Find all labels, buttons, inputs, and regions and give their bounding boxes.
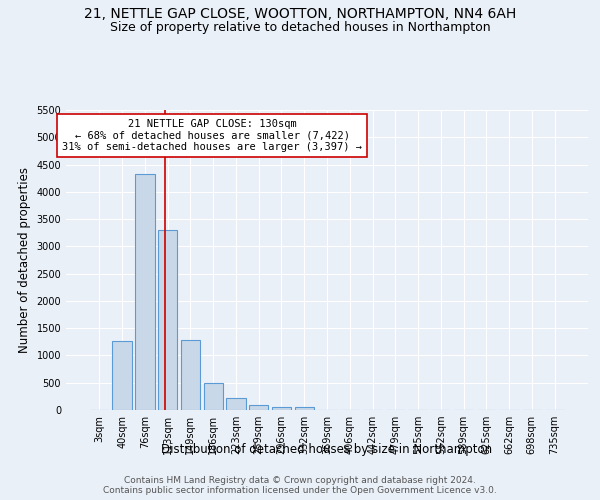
Text: Contains public sector information licensed under the Open Government Licence v3: Contains public sector information licen… xyxy=(103,486,497,495)
Text: Size of property relative to detached houses in Northampton: Size of property relative to detached ho… xyxy=(110,21,490,34)
Bar xyxy=(135,174,155,410)
Bar xyxy=(272,406,291,410)
Text: Distribution of detached houses by size in Northampton: Distribution of detached houses by size … xyxy=(161,442,493,456)
Bar xyxy=(158,230,178,410)
Text: 21 NETTLE GAP CLOSE: 130sqm
← 68% of detached houses are smaller (7,422)
31% of : 21 NETTLE GAP CLOSE: 130sqm ← 68% of det… xyxy=(62,119,362,152)
Bar xyxy=(249,405,268,410)
Text: 21, NETTLE GAP CLOSE, WOOTTON, NORTHAMPTON, NN4 6AH: 21, NETTLE GAP CLOSE, WOOTTON, NORTHAMPT… xyxy=(84,8,516,22)
Bar xyxy=(203,384,223,410)
Y-axis label: Number of detached properties: Number of detached properties xyxy=(18,167,31,353)
Bar xyxy=(226,398,245,410)
Bar xyxy=(181,340,200,410)
Text: Contains HM Land Registry data © Crown copyright and database right 2024.: Contains HM Land Registry data © Crown c… xyxy=(124,476,476,485)
Bar xyxy=(295,408,314,410)
Bar xyxy=(112,342,132,410)
